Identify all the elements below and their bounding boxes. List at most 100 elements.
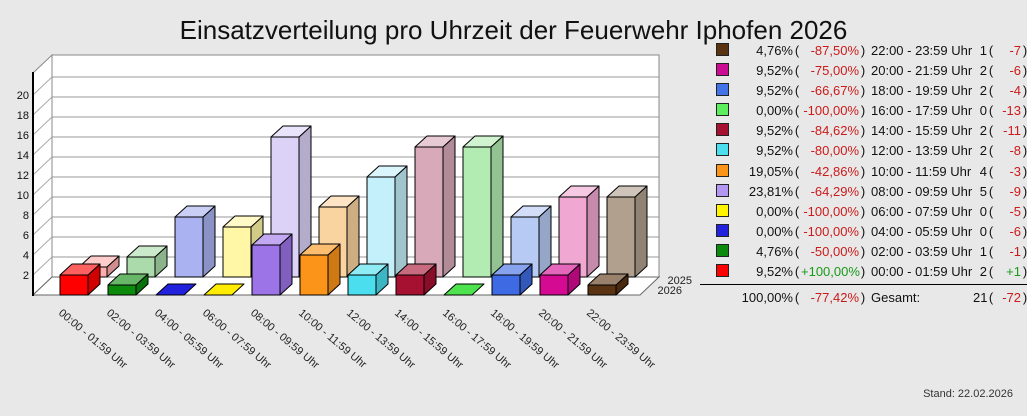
bar-2026-11 — [587, 273, 629, 296]
legend-percent: 4,76% — [756, 243, 793, 259]
legend-paren-open: ( — [988, 123, 994, 139]
legend-change-percent: -80,00% — [810, 143, 859, 159]
depth-label-2025: 2025 — [668, 275, 692, 287]
legend-paren-open: ( — [988, 223, 994, 239]
legend-diff: -8 — [1009, 143, 1021, 159]
legend-paren-close: ) — [1022, 264, 1027, 280]
legend-count: 5 — [979, 183, 987, 199]
stand-date: Stand: 22.02.2026 — [923, 388, 1013, 400]
legend-count: 1 — [979, 43, 987, 58]
legend-color-swatch — [716, 183, 729, 197]
legend-diff: -6 — [1009, 223, 1021, 239]
legend-paren-close: ) — [1022, 123, 1027, 139]
legend-count: 4 — [979, 163, 987, 179]
legend-time-range: 02:00 - 03:59 Uhr — [871, 243, 973, 259]
legend-diff: -6 — [1009, 63, 1021, 79]
legend-row: 19,05%(-42,86%) 10:00 - 11:59 Uhr 4(-3) — [700, 162, 1027, 182]
legend-change-percent: -100,00% — [803, 223, 859, 239]
legend-paren-close: ) — [860, 143, 866, 159]
legend-color-swatch — [716, 123, 729, 137]
legend-paren-open: ( — [794, 183, 800, 199]
chart-title: Einsatzverteilung pro Uhrzeit der Feuerw… — [179, 15, 848, 45]
legend-color-swatch — [716, 83, 729, 97]
legend-percent: 9,52% — [756, 123, 793, 139]
legend-paren-open: ( — [794, 223, 800, 239]
legend-row: 9,52%(-75,00%) 20:00 - 21:59 Uhr 2(-6) — [700, 61, 1027, 81]
legend-time-range: 14:00 - 15:59 Uhr — [871, 123, 973, 139]
y-tick-label: 12 — [17, 170, 29, 182]
legend-diff: -5 — [1009, 203, 1021, 219]
legend-color-swatch — [716, 163, 729, 177]
legend-change-percent: -75,00% — [810, 63, 859, 79]
legend-color-swatch — [716, 63, 729, 77]
legend-total-label: Gesamt: — [871, 290, 921, 306]
y-tick-label: 2 — [23, 270, 29, 282]
legend-percent: 0,00% — [756, 103, 793, 119]
legend-paren-open: ( — [794, 103, 800, 119]
legend-paren-open: ( — [988, 183, 994, 199]
legend-paren-open: ( — [794, 290, 800, 306]
bar-2025-8 — [462, 135, 504, 278]
legend-paren-open: ( — [794, 123, 800, 139]
legend-paren-open: ( — [988, 243, 994, 259]
legend-count: 2 — [979, 264, 987, 280]
legend-paren-close: ) — [860, 223, 866, 239]
legend-paren-close: ) — [1022, 223, 1027, 239]
legend-percent: 19,05% — [748, 163, 793, 179]
legend-change-percent: -50,00% — [810, 243, 859, 259]
legend-paren-close: ) — [860, 83, 866, 99]
legend-paren-open: ( — [794, 43, 800, 58]
bar-2025-6 — [366, 165, 408, 278]
legend-row: 0,00%(-100,00%) 16:00 - 17:59 Uhr 0(-13) — [700, 101, 1027, 121]
legend-diff: -7 — [1009, 43, 1021, 58]
y-tick-label: 4 — [23, 250, 29, 262]
legend-row: 23,81%(-64,29%) 08:00 - 09:59 Uhr 5(-9) — [700, 182, 1027, 202]
legend-count: 1 — [979, 243, 987, 259]
legend-row: 4,76%(-50,00%) 02:00 - 03:59 Uhr 1(-1) — [700, 242, 1027, 262]
left-wall-hatch — [32, 136, 53, 156]
left-wall-hatch — [32, 236, 53, 256]
y-tick-label: 6 — [23, 230, 29, 242]
legend-color-swatch — [716, 143, 729, 157]
legend-color-swatch — [716, 223, 729, 237]
left-wall — [32, 53, 53, 297]
bar-2026-10 — [539, 263, 581, 296]
legend-paren-open: ( — [988, 264, 994, 280]
legend-paren-close: ) — [1022, 243, 1027, 259]
legend-percent: 9,52% — [756, 264, 793, 280]
legend-paren-close: ) — [1022, 183, 1027, 199]
legend-color-swatch — [716, 264, 729, 278]
legend-diff: -72 — [1002, 290, 1021, 306]
legend-time-range: 22:00 - 23:59 Uhr — [871, 43, 973, 58]
legend-paren-close: ) — [860, 203, 866, 219]
legend-count: 0 — [979, 223, 987, 239]
legend-paren-close: ) — [1022, 63, 1027, 79]
legend-diff: -11 — [1003, 123, 1021, 139]
legend-paren-close: ) — [1022, 103, 1027, 119]
legend-diff: -4 — [1009, 83, 1021, 99]
legend-count: 0 — [979, 103, 987, 119]
legend-color-swatch — [716, 103, 729, 117]
legend-count: 2 — [979, 83, 987, 99]
legend-paren-close: ) — [1022, 143, 1027, 159]
legend-row: 9,52%(+100,00%) 00:00 - 01:59 Uhr 2(+1) — [700, 262, 1027, 282]
y-tick-label: 14 — [17, 150, 29, 162]
bar-2025-1 — [126, 245, 168, 278]
legend-change-percent: -42,86% — [810, 163, 859, 179]
legend-percent: 9,52% — [756, 143, 793, 159]
legend-paren-close: ) — [860, 183, 866, 199]
bar-2025-7 — [414, 135, 456, 278]
depth-label-2026: 2026 — [658, 285, 682, 297]
legend-change-percent: -77,42% — [810, 290, 859, 306]
legend-diff: -1 — [1009, 243, 1021, 259]
left-wall-hatch — [32, 196, 53, 216]
legend-paren-close: ) — [860, 123, 866, 139]
legend-row: 9,52%(-80,00%) 12:00 - 13:59 Uhr 2(-8) — [700, 141, 1027, 161]
left-wall-hatch — [32, 76, 53, 96]
legend-percent: 4,76% — [756, 43, 793, 58]
legend-paren-open: ( — [794, 63, 800, 79]
legend-paren-close: ) — [860, 264, 866, 280]
legend-diff: -9 — [1009, 183, 1021, 199]
legend-count: 2 — [979, 143, 987, 159]
